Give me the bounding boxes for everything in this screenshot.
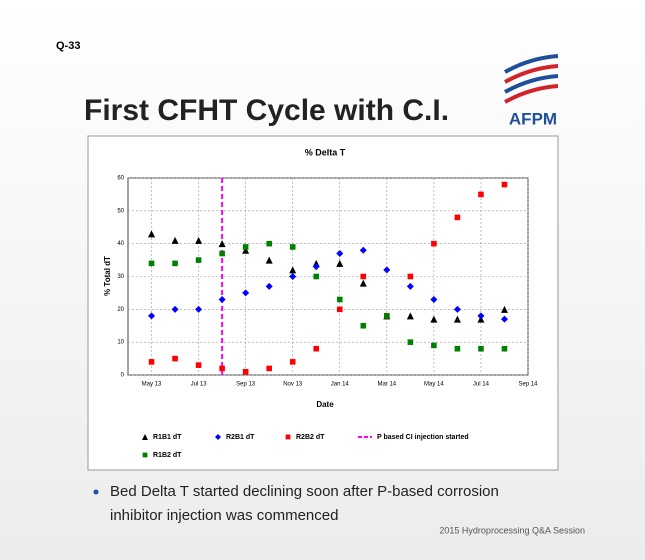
point bbox=[219, 365, 225, 372]
y-tick-label: 60 bbox=[117, 176, 124, 182]
point bbox=[359, 279, 367, 287]
point bbox=[289, 266, 297, 274]
point bbox=[478, 345, 484, 352]
point bbox=[171, 236, 179, 244]
point bbox=[148, 260, 155, 267]
point bbox=[478, 191, 484, 198]
point bbox=[218, 295, 226, 303]
x-tick-label: May 13 bbox=[142, 382, 162, 388]
point bbox=[266, 240, 272, 247]
point bbox=[242, 289, 250, 297]
point bbox=[407, 273, 414, 280]
point bbox=[195, 305, 203, 313]
legend-marker bbox=[285, 434, 291, 440]
x-tick-label: Mar 14 bbox=[377, 382, 396, 388]
logo-text: AFPM bbox=[509, 109, 557, 128]
y-axis-label: % Total dT bbox=[103, 256, 112, 296]
point bbox=[289, 273, 297, 280]
slide-title: First CFHT Cycle with C.I. bbox=[84, 94, 449, 127]
x-tick-label: Nov 13 bbox=[283, 382, 303, 388]
x-tick-label: Sep 14 bbox=[518, 382, 538, 388]
y-tick-label: 50 bbox=[117, 208, 124, 214]
legend-label: R2B1 dT bbox=[226, 434, 255, 441]
point bbox=[431, 342, 437, 349]
x-tick-label: May 14 bbox=[424, 382, 444, 388]
point bbox=[312, 263, 320, 271]
point bbox=[289, 244, 296, 250]
point bbox=[172, 355, 178, 362]
footer: 2015 Hydroprocessing Q&A Session bbox=[439, 525, 585, 535]
x-tick-label: Jul 13 bbox=[191, 382, 208, 388]
y-tick-label: 20 bbox=[117, 307, 124, 313]
point bbox=[336, 296, 343, 303]
point bbox=[266, 365, 272, 372]
point bbox=[172, 260, 178, 267]
point bbox=[359, 246, 367, 254]
point bbox=[431, 240, 437, 247]
y-tick-label: 0 bbox=[121, 373, 125, 379]
x-tick-label: Jan 14 bbox=[331, 382, 350, 388]
point bbox=[219, 250, 225, 257]
bullet-text: inhibitor injection was commenced bbox=[110, 507, 338, 524]
point bbox=[336, 306, 343, 313]
point bbox=[406, 282, 414, 290]
point bbox=[148, 230, 156, 238]
point bbox=[454, 214, 461, 221]
point bbox=[501, 181, 508, 188]
point bbox=[218, 240, 226, 248]
legend-label: R1B1 dT bbox=[153, 434, 182, 441]
point bbox=[171, 305, 179, 313]
point bbox=[242, 244, 249, 250]
point bbox=[336, 250, 344, 258]
point bbox=[148, 312, 156, 320]
legend-label: P based CI injection started bbox=[377, 434, 469, 441]
point bbox=[360, 322, 367, 329]
x-tick-label: Jul 14 bbox=[473, 382, 490, 388]
point bbox=[265, 256, 273, 264]
point bbox=[313, 345, 320, 352]
point bbox=[454, 345, 461, 352]
bullet-dot bbox=[93, 489, 99, 495]
point bbox=[384, 313, 390, 319]
point bbox=[453, 305, 461, 313]
point bbox=[265, 282, 273, 290]
point bbox=[406, 312, 414, 320]
point bbox=[501, 345, 508, 352]
point bbox=[453, 315, 461, 323]
point bbox=[500, 305, 508, 313]
legend-label: R1B2 dT bbox=[153, 452, 182, 459]
legend-marker bbox=[142, 452, 148, 458]
legend-marker bbox=[215, 434, 221, 440]
x-tick-label: Sep 13 bbox=[236, 382, 256, 388]
chart-title: % Delta T bbox=[305, 147, 346, 157]
legend-label: R2B2 dT bbox=[296, 434, 325, 441]
point bbox=[407, 339, 414, 345]
bullet-text: Bed Delta T started declining soon after… bbox=[110, 483, 499, 500]
point bbox=[336, 259, 344, 267]
point bbox=[195, 236, 203, 244]
point bbox=[195, 257, 202, 263]
point bbox=[289, 359, 296, 365]
point bbox=[430, 315, 438, 323]
point bbox=[242, 368, 249, 375]
legend-marker bbox=[142, 434, 148, 440]
point bbox=[242, 246, 250, 254]
point bbox=[195, 362, 202, 368]
point bbox=[383, 266, 391, 274]
x-axis-label: Date bbox=[316, 400, 334, 409]
point bbox=[313, 273, 320, 280]
point bbox=[430, 295, 438, 303]
point bbox=[360, 273, 367, 280]
slide-label: Q-33 bbox=[56, 40, 80, 52]
y-tick-label: 40 bbox=[117, 241, 124, 247]
logo-mark bbox=[504, 54, 559, 104]
y-tick-label: 10 bbox=[117, 340, 124, 346]
point bbox=[477, 312, 485, 320]
point bbox=[500, 315, 508, 323]
y-tick-label: 30 bbox=[117, 274, 124, 280]
point bbox=[148, 359, 155, 365]
